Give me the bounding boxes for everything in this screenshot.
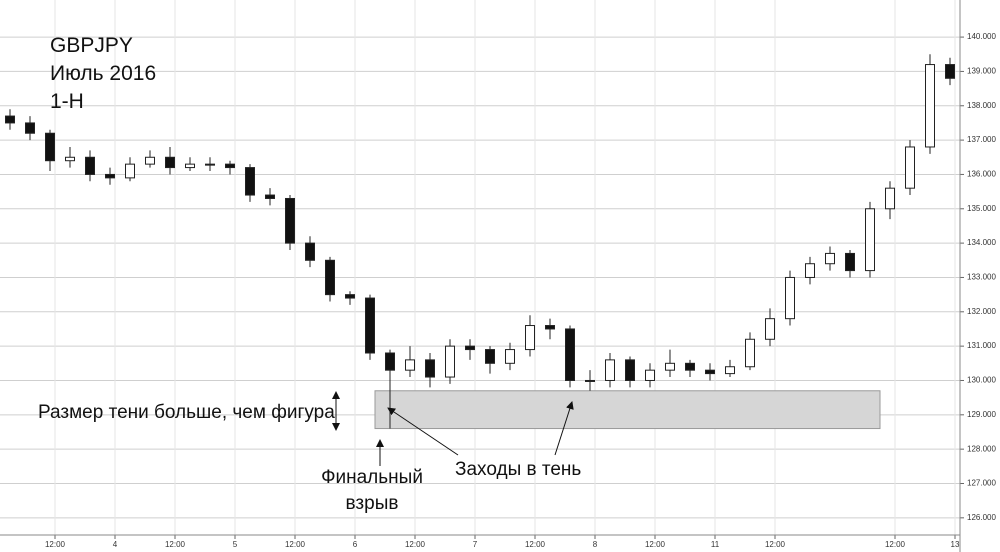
- candle-body: [545, 325, 555, 330]
- candle-body: [65, 156, 75, 162]
- candle-body: [265, 194, 275, 199]
- y-tick-label: 140.000: [967, 32, 996, 41]
- x-tick-label: 12:00: [165, 540, 186, 549]
- candle-body: [905, 146, 915, 189]
- candle-body: [885, 187, 895, 210]
- annotation: Финальный: [321, 467, 423, 488]
- candle-body: [45, 132, 55, 162]
- y-tick-label: 130.000: [967, 376, 996, 385]
- arrow: [387, 407, 459, 456]
- annotation: взрыв: [346, 493, 399, 514]
- candle-body: [945, 64, 955, 79]
- y-tick-label: 137.000: [967, 135, 996, 144]
- candle-body: [5, 115, 15, 124]
- candle-body: [85, 156, 95, 175]
- y-tick-label: 139.000: [967, 67, 996, 76]
- candle-body: [525, 325, 535, 351]
- y-tick-label: 135.000: [967, 204, 996, 213]
- x-tick-label: 6: [353, 540, 358, 549]
- candle-body: [185, 163, 195, 169]
- candle-body: [925, 64, 935, 148]
- candle-body: [565, 328, 575, 381]
- y-tick-label: 133.000: [967, 273, 996, 282]
- x-tick-label: 12:00: [885, 540, 906, 549]
- candle-body: [605, 359, 615, 381]
- x-tick-label: 12:00: [45, 540, 66, 549]
- candle-body: [225, 163, 235, 169]
- x-tick-label: 5: [233, 540, 238, 549]
- candle-body: [345, 294, 355, 299]
- candle-body: [705, 369, 715, 375]
- candle-body: [505, 349, 515, 364]
- candle-body: [425, 359, 435, 378]
- arrow: [554, 401, 574, 456]
- y-tick-label: 138.000: [967, 101, 996, 110]
- y-tick-label: 128.000: [967, 444, 996, 453]
- y-tick-label: 126.000: [967, 513, 996, 522]
- candle-body: [645, 369, 655, 381]
- x-tick-label: 13: [951, 540, 960, 549]
- candle-body: [625, 359, 635, 381]
- y-tick-label: 127.000: [967, 479, 996, 488]
- annotation: Размер тени больше, чем фигура: [38, 402, 335, 423]
- candle-body: [125, 163, 135, 179]
- candle-body: [305, 242, 315, 261]
- candle-body: [685, 362, 695, 371]
- x-tick-label: 7: [473, 540, 478, 549]
- candle-body: [865, 208, 875, 272]
- candle-body: [245, 167, 255, 196]
- candle-body: [785, 276, 795, 320]
- title-line: GBPJPY: [50, 34, 133, 57]
- candle-body: [465, 345, 475, 351]
- title-line: Июль 2016: [50, 62, 156, 85]
- candle-body: [585, 379, 595, 382]
- candle-body: [805, 263, 815, 278]
- candle-body: [845, 252, 855, 272]
- candle-body: [725, 366, 735, 375]
- candle-body: [385, 352, 395, 371]
- candle-body: [485, 349, 495, 364]
- candle-body: [365, 297, 375, 354]
- x-tick-label: 11: [711, 540, 720, 549]
- candle-body: [105, 173, 115, 179]
- y-tick-label: 134.000: [967, 238, 996, 247]
- annotation: Заходы в тень: [455, 459, 581, 480]
- y-tick-label: 132.000: [967, 307, 996, 316]
- title-line: 1-H: [50, 90, 84, 113]
- candle-body: [765, 318, 775, 340]
- x-tick-label: 12:00: [285, 540, 306, 549]
- candle-body: [665, 362, 675, 371]
- x-tick-label: 12:00: [405, 540, 426, 549]
- x-tick-label: 12:00: [525, 540, 546, 549]
- candle-body: [325, 259, 335, 296]
- candle-body: [445, 345, 455, 378]
- y-tick-label: 136.000: [967, 170, 996, 179]
- candle-body: [825, 252, 835, 265]
- x-tick-label: 4: [113, 540, 118, 549]
- candle-body: [25, 122, 35, 134]
- shadow-zone: [374, 390, 881, 430]
- x-tick-label: 12:00: [765, 540, 786, 549]
- candle-body: [205, 163, 215, 166]
- x-tick-label: 12:00: [645, 540, 666, 549]
- candle-body: [165, 156, 175, 169]
- x-tick-label: 8: [593, 540, 598, 549]
- candle-body: [145, 156, 155, 165]
- candle-body: [745, 338, 755, 368]
- y-tick-label: 129.000: [967, 410, 996, 419]
- candle-body: [405, 359, 415, 371]
- candle-body: [285, 197, 295, 244]
- y-tick-label: 131.000: [967, 341, 996, 350]
